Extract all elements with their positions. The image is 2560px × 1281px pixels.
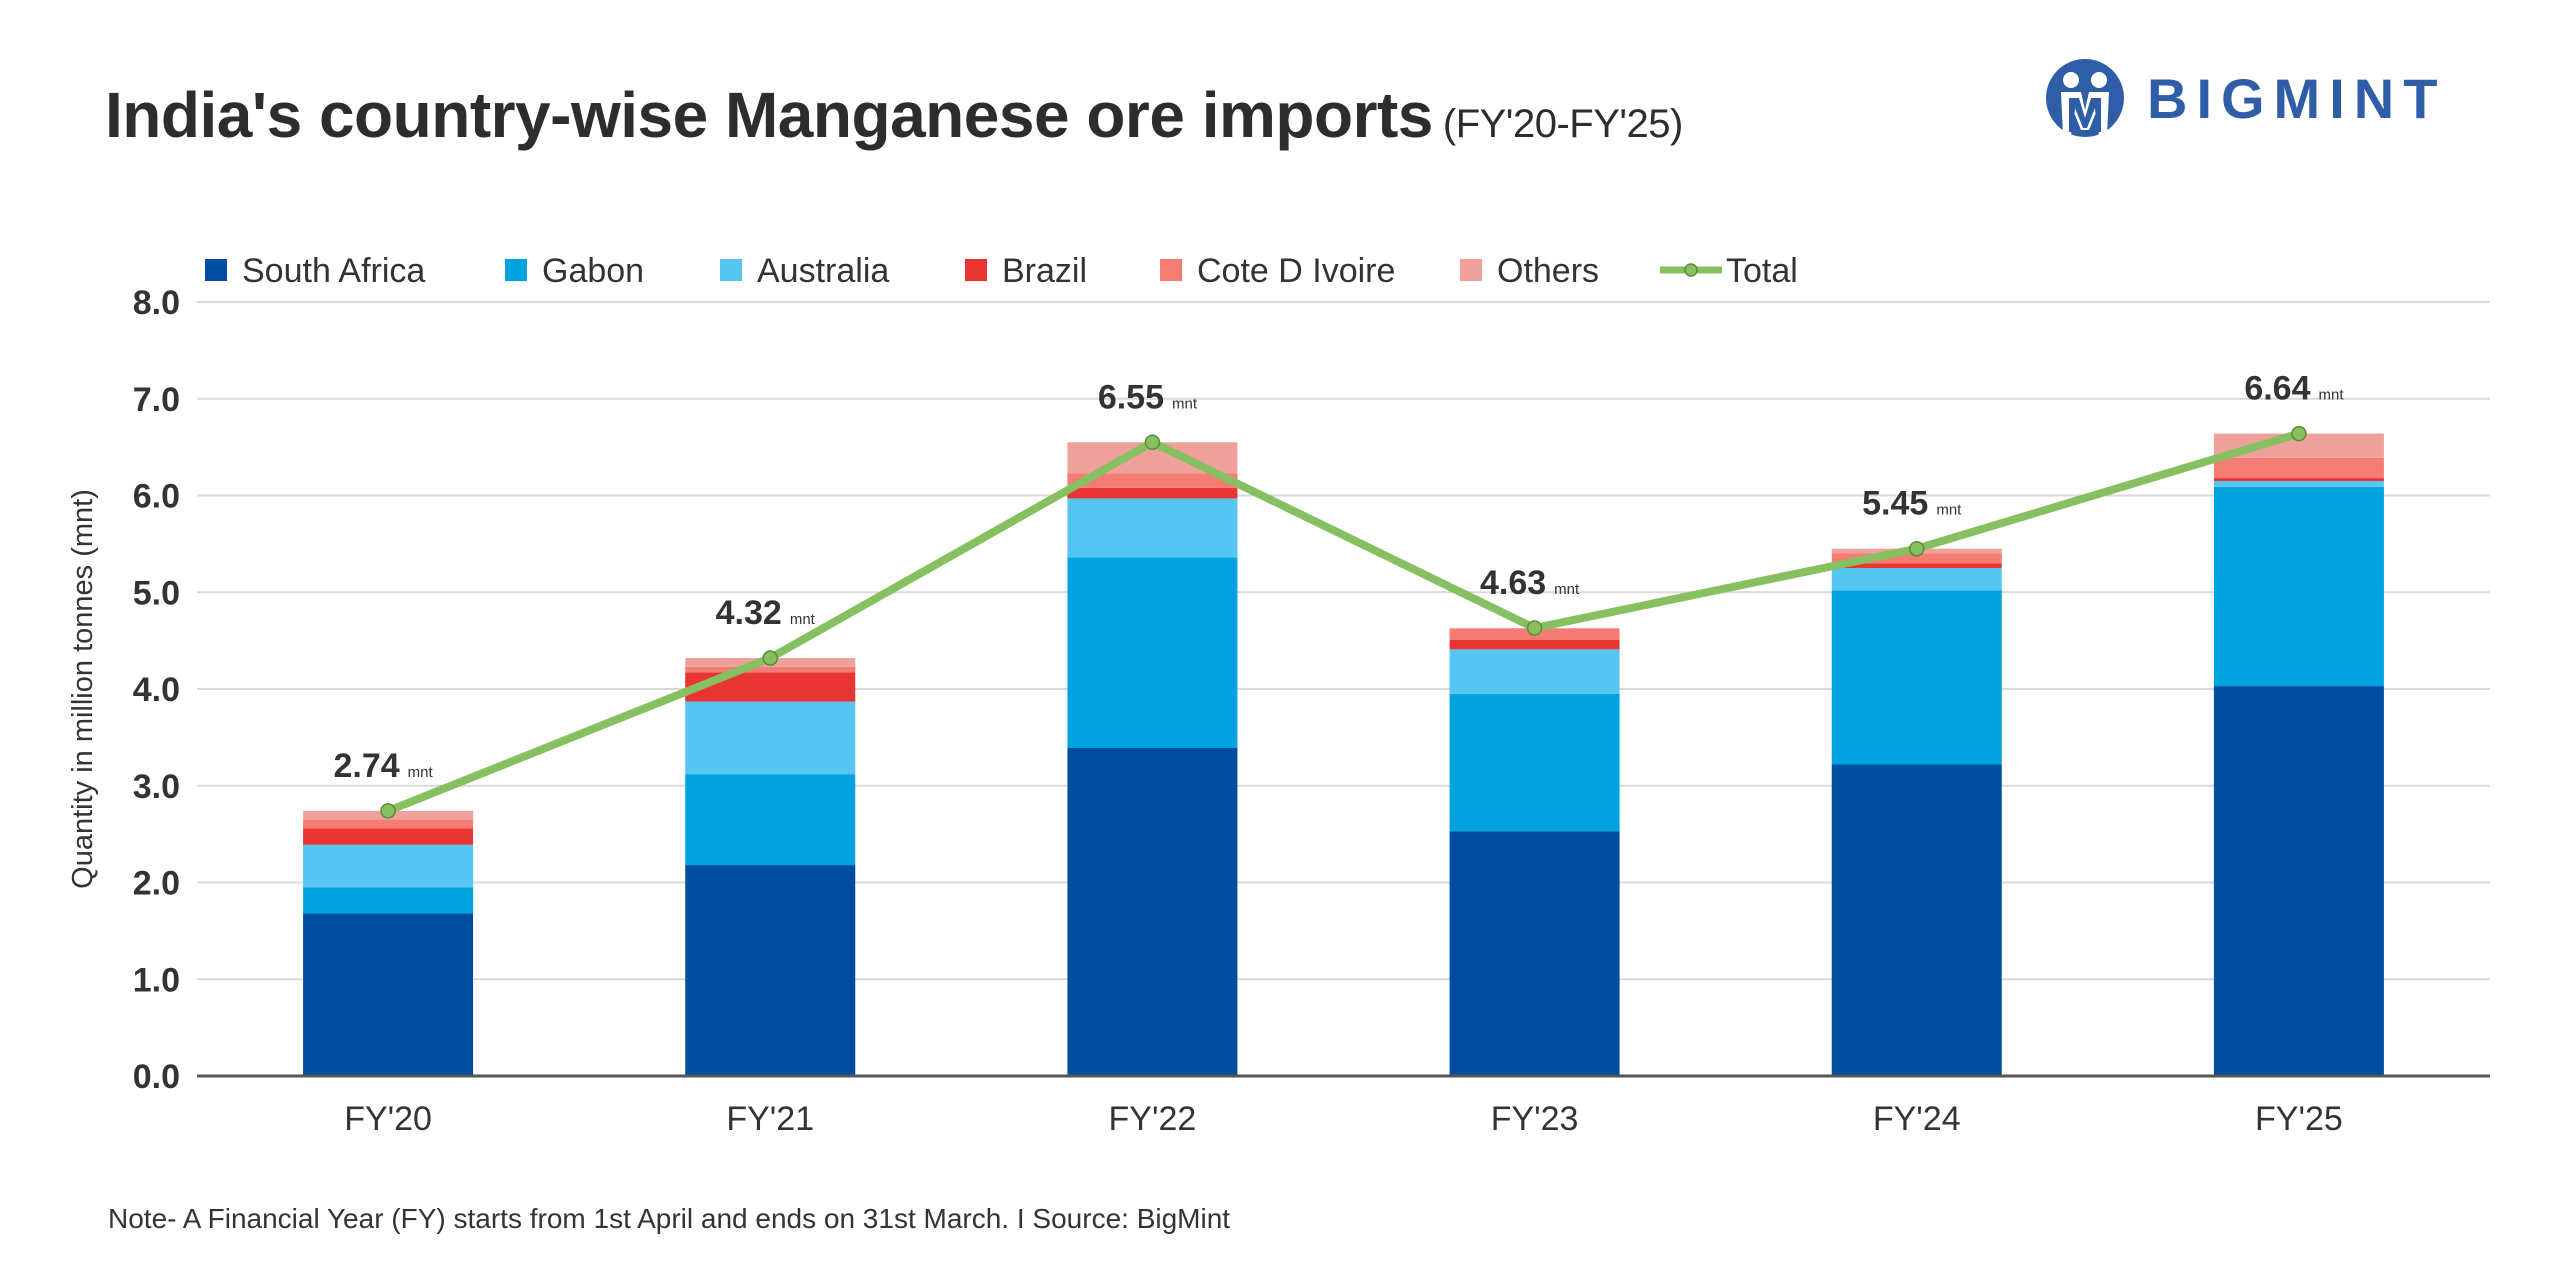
legend-item-australia: Australia — [720, 252, 889, 290]
x-tick-label: FY'24 — [1873, 1100, 1961, 1138]
y-tick-label: 6.0 — [133, 478, 180, 516]
y-tick-label: 7.0 — [133, 381, 180, 419]
bar-south-africa — [1449, 831, 1620, 1076]
legend-label: Total — [1726, 252, 1798, 290]
legend-label: Gabon — [542, 252, 644, 290]
data-label: 2.74 mnt — [333, 747, 433, 785]
data-label: 6.64 mnt — [2244, 370, 2344, 408]
bar-gabon — [303, 887, 474, 914]
legend-label: Australia — [757, 252, 889, 290]
total-point — [380, 803, 396, 819]
bar-cote-d-ivoire — [1831, 553, 2002, 564]
total-point — [762, 650, 778, 666]
legend-item-south-africa: South Africa — [205, 252, 425, 290]
legend-item-others: Others — [1460, 252, 1599, 290]
bar-south-africa — [1067, 748, 1238, 1076]
legend-swatch-icon — [505, 259, 527, 281]
y-axis-label: Quantity in million tonnes (mnt) — [67, 489, 99, 889]
bar-cote-d-ivoire — [685, 666, 856, 673]
y-tick-label: 4.0 — [133, 671, 180, 709]
bar-gabon — [2213, 486, 2384, 687]
legend-label: Others — [1497, 252, 1599, 290]
y-tick-label: 0.0 — [133, 1058, 180, 1096]
bar-australia — [685, 701, 856, 775]
bar-gabon — [1831, 590, 2002, 765]
bar-brazil — [2213, 478, 2384, 481]
data-label: 5.45 mnt — [1862, 485, 1962, 523]
bar-brazil — [303, 828, 474, 845]
x-tick-label: FY'21 — [726, 1100, 814, 1138]
y-tick-label: 1.0 — [133, 961, 180, 999]
x-tick-label: FY'23 — [1491, 1100, 1579, 1138]
legend-swatch-icon — [1160, 259, 1182, 281]
x-tick-label: FY'25 — [2255, 1100, 2343, 1138]
legend-swatch-icon — [965, 259, 987, 281]
bar-gabon — [685, 774, 856, 866]
data-label: 6.55 mnt — [1098, 378, 1198, 416]
legend-swatch-icon — [205, 259, 227, 281]
total-point — [2291, 425, 2307, 442]
bar-australia — [1449, 649, 1620, 694]
legend-item-brazil: Brazil — [965, 252, 1087, 290]
bar-brazil — [1449, 639, 1620, 650]
bar-gabon — [1067, 557, 1238, 749]
bar-south-africa — [1831, 764, 2002, 1076]
bar-south-africa — [685, 865, 856, 1076]
y-tick-label: 2.0 — [133, 865, 180, 903]
bigmint-logo-icon — [2046, 59, 2124, 137]
bar-south-africa — [303, 913, 474, 1076]
total-point — [1909, 540, 1925, 557]
legend-swatch-icon — [720, 259, 742, 281]
data-label: 4.63 mnt — [1480, 564, 1580, 602]
total-line — [386, 429, 2301, 815]
bar-cote-d-ivoire — [303, 819, 474, 829]
bigmint-logo-text: BIGMINT — [2147, 66, 2447, 130]
legend-item-total: Total — [1660, 252, 1798, 290]
bar-brazil — [1831, 563, 2002, 569]
legend-label: South Africa — [242, 252, 425, 290]
chart-subtitle: (FY'20-FY'25) — [1442, 102, 1683, 146]
y-tick-label: 3.0 — [133, 768, 180, 806]
y-tick-label: 5.0 — [133, 574, 180, 612]
bar-brazil — [685, 672, 856, 702]
bar-australia — [2213, 480, 2384, 487]
legend-label: Cote D Ivoire — [1197, 252, 1395, 290]
legend-marker-icon — [1684, 263, 1698, 277]
data-label: 4.32 mnt — [716, 594, 816, 632]
bar-australia — [1831, 568, 2002, 591]
legend-swatch-icon — [1460, 259, 1482, 281]
footer-note: Note- A Financial Year (FY) starts from … — [108, 1203, 1231, 1234]
chart-title-main: India's country-wise Manganese ore impor… — [105, 79, 1433, 151]
legend-label: Brazil — [1002, 252, 1087, 290]
bigmint-logo: BIGMINT — [2045, 58, 2446, 138]
legend-item-gabon: Gabon — [505, 252, 644, 290]
x-tick-label: FY'22 — [1109, 1100, 1197, 1138]
chart-title: India's country-wise Manganese ore impor… — [105, 78, 1683, 152]
total-point — [1526, 620, 1543, 636]
bar-australia — [303, 844, 474, 888]
bar-brazil — [1067, 487, 1238, 499]
legend-item-cote-d-ivoire: Cote D Ivoire — [1160, 252, 1395, 290]
bar-gabon — [1449, 693, 1620, 832]
y-tick-label: 8.0 — [133, 284, 180, 322]
total-point — [1144, 434, 1161, 451]
bar-cote-d-ivoire — [1067, 473, 1238, 488]
bar-cote-d-ivoire — [2213, 457, 2384, 479]
bar-australia — [1067, 498, 1238, 558]
bar-south-africa — [2213, 686, 2384, 1076]
x-tick-label: FY'20 — [344, 1100, 432, 1138]
